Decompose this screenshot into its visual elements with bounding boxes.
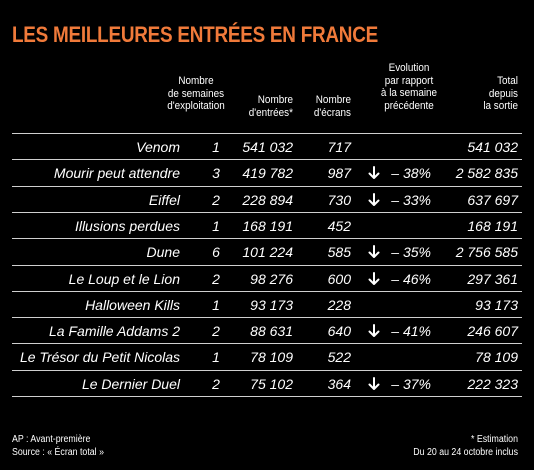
weeks-count: 2 [212,191,220,208]
table-row: Venom 1 541 032 717 541 032 [0,134,534,160]
header-weeks: Nombre de semaines d'exploitation [167,75,225,112]
total-entrees: 93 173 [475,296,518,313]
screens-count: 452 [327,217,351,234]
footer-ap-note: AP : Avant-première [12,434,91,445]
row-divider [12,133,522,134]
film-title: Halloween Kills [85,296,180,313]
entrees-count: 88 631 [250,323,293,340]
arrow-down-icon [366,324,380,341]
footer-estimation: * Estimation [471,434,518,445]
film-title: Eiffel [148,191,180,208]
weeks-count: 2 [212,375,220,392]
evolution-percent: – 41% [391,323,431,340]
table-row: Halloween Kills 1 93 173 228 93 173 [0,292,534,318]
header-total: Total depuis la sortie [483,75,518,112]
entrees-count: 75 102 [250,375,293,392]
entrees-count: 101 224 [242,244,293,261]
film-title: Le Dernier Duel [81,375,180,392]
footer-period: Du 20 au 24 octobre inclus [413,447,518,458]
entrees-count: 228 894 [242,191,293,208]
table-row: Illusions perdues 1 168 191 452 168 191 [0,213,534,239]
screens-count: 522 [327,349,351,366]
table-row: La Famille Addams 2 2 88 631 640 – 41% 246 60… [0,318,534,344]
entrees-count: 78 109 [250,349,293,366]
footer-source: Source : « Écran total » [12,447,104,458]
page-title: LES MEILLEURES ENTRÉES EN FRANCE [12,22,378,47]
entrees-count: 93 173 [250,296,293,313]
header-entrees: Nombre d'entrées* [248,94,293,119]
entrees-count: 98 276 [250,270,293,287]
screens-count: 600 [327,270,351,287]
film-title: Illusions perdues [74,217,180,234]
total-entrees: 637 697 [467,191,518,208]
total-entrees: 2 582 835 [455,165,518,182]
total-entrees: 246 607 [467,323,518,340]
screens-count: 228 [327,296,351,313]
header-evolution: Evolution par rapport à la semaine précé… [380,62,438,112]
total-entrees: 2 756 585 [455,244,518,261]
evolution-percent: – 33% [391,191,431,208]
row-divider [12,185,522,187]
arrow-down-icon [366,166,380,183]
film-title: Le Trésor du Petit Nicolas [19,349,180,366]
film-title: La Famille Addams 2 [49,323,180,340]
arrow-down-icon [366,376,380,394]
row-divider [12,317,522,319]
screens-count: 640 [327,323,351,340]
table-row: Le Loup et le Lion 2 98 276 600 – 46% 297 361 [0,266,534,292]
evolution-percent: – 46% [391,270,431,287]
weeks-count: 1 [212,296,220,313]
entrees-count: 168 191 [242,217,293,234]
table-row: Le Dernier Duel 2 75 102 364 – 37% 222 323 [0,371,534,397]
entrees-count: 541 032 [242,139,293,155]
row-divider [12,396,522,397]
row-divider [12,211,522,213]
evolution-percent: – 37% [391,375,431,392]
weeks-count: 1 [212,139,220,155]
film-title: Venom [136,139,180,155]
film-title: Le Loup et le Lion [68,270,180,287]
screens-count: 585 [327,244,351,261]
arrow-down-icon [366,245,380,262]
row-divider [12,290,522,292]
weeks-count: 2 [212,270,220,287]
entrees-count: 419 782 [242,165,293,182]
film-title: Dune [146,244,180,261]
total-entrees: 541 032 [467,139,518,155]
row-divider [12,343,522,345]
weeks-count: 1 [212,217,220,234]
weeks-count: 3 [212,165,220,182]
evolution-percent: – 35% [391,244,431,261]
table-row: Eiffel 2 228 894 730 – 33% 637 697 [0,187,534,213]
arrow-down-icon [366,271,380,289]
row-divider [12,159,522,161]
total-entrees: 222 323 [467,375,518,392]
evolution-percent: – 38% [391,165,431,182]
film-title: Mourir peut attendre [53,165,180,182]
footer-left: AP : Avant-première Source : « Écran tot… [12,433,104,459]
screens-count: 364 [327,375,351,392]
screens-count: 987 [327,165,351,182]
table-row: Mourir peut attendre 3 419 782 987 – 38% 2 58… [0,160,534,186]
header-ecrans: Nombre d'écrans [313,94,351,119]
row-divider [12,369,522,371]
screens-count: 730 [327,191,351,208]
total-entrees: 78 109 [475,349,518,366]
screens-count: 717 [327,139,351,155]
weeks-count: 6 [212,244,220,261]
row-divider [12,238,522,240]
total-entrees: 168 191 [467,217,518,234]
footer-right: * Estimation Du 20 au 24 octobre inclus [413,433,518,459]
row-divider [12,264,522,266]
weeks-count: 1 [212,349,220,366]
table-row: Dune 6 101 224 585 – 35% 2 756 585 [0,239,534,265]
table-row: Le Trésor du Petit Nicolas 1 78 109 522 78 1… [0,344,534,370]
weeks-count: 2 [212,323,220,340]
arrow-down-icon [366,192,380,210]
total-entrees: 297 361 [467,270,518,287]
